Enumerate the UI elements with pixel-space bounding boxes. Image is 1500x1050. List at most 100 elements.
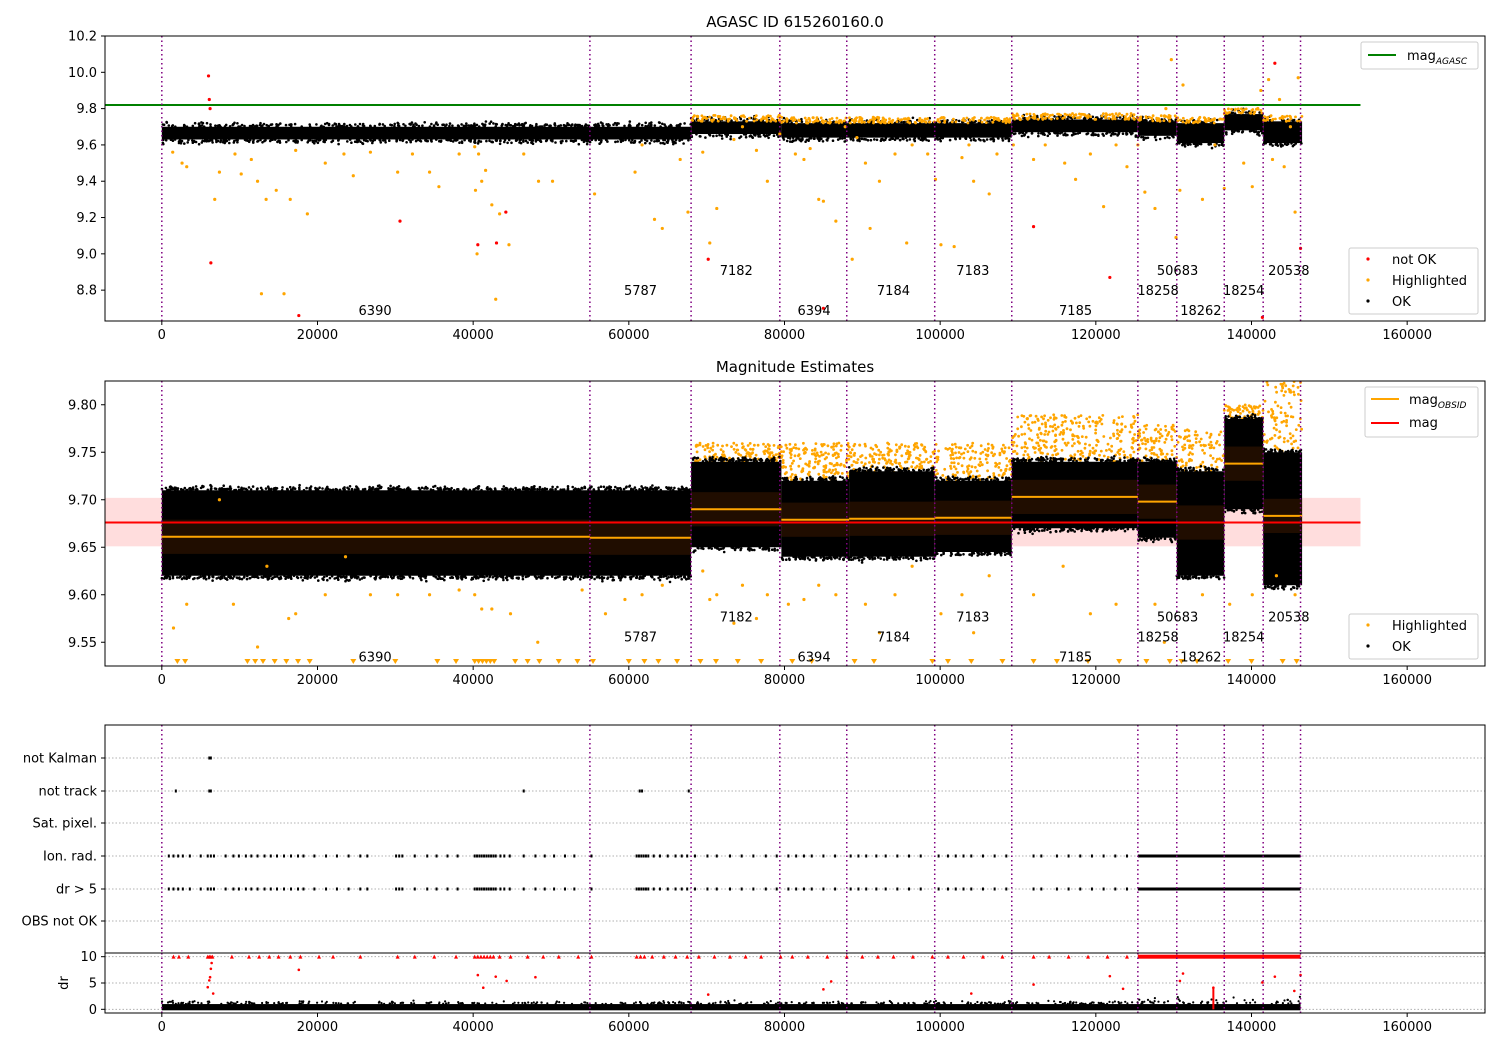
- highlighted-point: [1265, 381, 1269, 384]
- ok-point: [1018, 459, 1021, 462]
- y-tick-label: 8.8: [76, 284, 97, 299]
- ok-point: [439, 140, 443, 143]
- ok-point: [232, 122, 235, 126]
- ok-point: [645, 486, 649, 490]
- ok-point: [1060, 528, 1063, 532]
- ok-point: [869, 138, 873, 142]
- ok-point: [402, 488, 405, 492]
- ok-point: [788, 140, 792, 143]
- highlighted-point: [949, 464, 952, 468]
- highlighted-point: [1248, 410, 1251, 414]
- highlighted-point: [1181, 460, 1184, 463]
- ok-point: [767, 136, 770, 140]
- highlighted-point: [734, 117, 737, 120]
- ok-point: [990, 478, 993, 482]
- ok-point: [530, 141, 534, 145]
- ok-point: [766, 459, 770, 462]
- highlighted-point: [1133, 433, 1136, 436]
- highlighted-point: [1238, 404, 1241, 408]
- highlighted-point: [1274, 385, 1278, 389]
- ok-point: [383, 139, 387, 142]
- highlighted-point: [1115, 422, 1119, 426]
- ok-point: [670, 575, 674, 578]
- legend-marker-not-ok: [1366, 257, 1370, 261]
- ok-point: [729, 135, 733, 138]
- highlighted-point: [831, 454, 835, 457]
- highlighted-point: [729, 114, 733, 118]
- ok-point: [431, 488, 435, 492]
- highlighted-point: [282, 292, 286, 296]
- highlighted-point: [1226, 409, 1230, 412]
- highlighted-point: [1052, 417, 1056, 421]
- ok-point: [494, 139, 498, 142]
- ok-point: [1031, 532, 1034, 536]
- highlighted-point: [1005, 117, 1009, 120]
- ok-point: [457, 124, 461, 128]
- ok-point: [343, 486, 346, 489]
- ok-point: [471, 577, 475, 581]
- ok-point: [788, 119, 791, 123]
- ok-point: [602, 576, 606, 580]
- highlighted-point: [1054, 439, 1058, 443]
- highlighted-point: [1064, 420, 1067, 423]
- ok-point: [511, 488, 515, 491]
- ok-point: [544, 139, 548, 143]
- ok-point: [451, 140, 455, 143]
- ok-point: [1115, 460, 1119, 463]
- ok-point: [653, 140, 656, 143]
- ok-point: [325, 574, 329, 578]
- ok-point: [807, 138, 810, 141]
- ok-point: [1075, 459, 1078, 463]
- ok-point: [209, 123, 212, 126]
- highlighted-point: [1123, 453, 1127, 457]
- ok-point: [347, 487, 351, 491]
- highlighted-point: [1016, 114, 1020, 117]
- ok-point: [322, 578, 325, 582]
- highlighted-point: [1084, 114, 1088, 118]
- ok-point: [1250, 129, 1253, 133]
- highlighted-point: [1190, 447, 1194, 450]
- ok-point: [811, 478, 814, 482]
- highlighted-point: [701, 445, 705, 448]
- highlighted-point: [1285, 420, 1288, 424]
- ok-point: [841, 476, 844, 480]
- ok-point: [964, 477, 967, 481]
- ok-point: [976, 551, 980, 555]
- ok-point: [638, 577, 641, 580]
- ok-point: [585, 124, 589, 127]
- ok-point: [1118, 116, 1122, 119]
- highlighted-point: [778, 113, 781, 117]
- ok-point: [937, 479, 940, 483]
- highlighted-point: [1241, 109, 1245, 113]
- highlighted-point: [935, 460, 939, 464]
- highlighted-point: [1198, 115, 1202, 119]
- highlighted-point: [903, 117, 907, 121]
- ok-point: [868, 557, 871, 560]
- highlighted-point: [1243, 403, 1247, 407]
- ok-point: [464, 124, 468, 128]
- highlighted-point: [805, 121, 808, 125]
- ok-point: [511, 574, 514, 578]
- ok-point: [907, 469, 911, 473]
- ok-point: [754, 132, 757, 136]
- legend-label-mag-agasc: magAGASC: [1407, 49, 1468, 67]
- ok-point: [770, 548, 774, 551]
- ok-point: [1035, 528, 1039, 532]
- ok-point: [806, 556, 810, 560]
- ok-point: [1043, 133, 1046, 136]
- ok-point: [1075, 527, 1079, 530]
- ok-point: [233, 139, 236, 143]
- highlighted-point: [1124, 425, 1127, 429]
- highlighted-point: [1042, 417, 1045, 421]
- highlighted-point: [981, 450, 985, 454]
- ok-point: [654, 488, 657, 492]
- x-tick-label: 80000: [764, 328, 805, 343]
- ok-point: [443, 578, 446, 582]
- highlighted-point: [1076, 449, 1080, 453]
- ok-point: [277, 123, 280, 127]
- ok-point: [874, 467, 878, 471]
- highlighted-point: [1051, 425, 1055, 429]
- ok-point: [306, 575, 310, 578]
- ok-point: [481, 122, 484, 126]
- ok-point: [658, 578, 662, 582]
